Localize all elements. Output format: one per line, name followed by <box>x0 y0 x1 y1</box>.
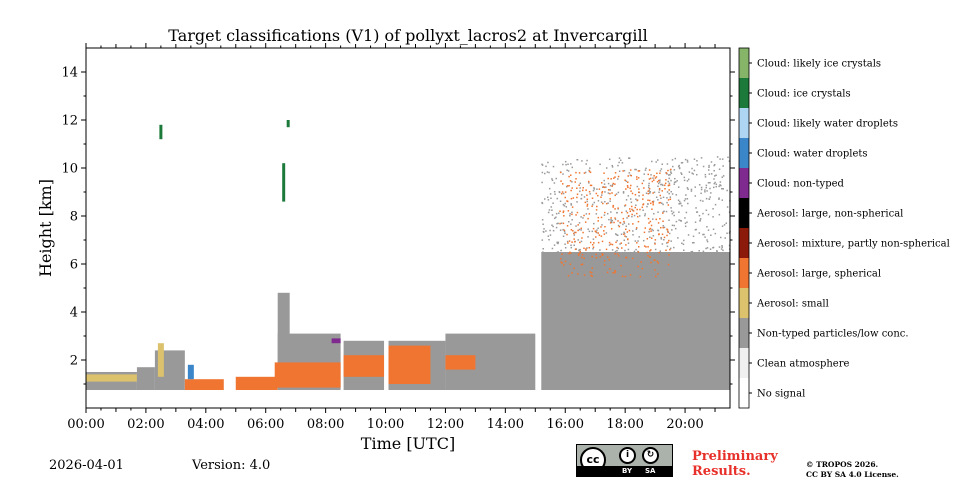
legend-swatch <box>739 228 749 258</box>
y-axis-label: Height [km] <box>36 179 55 277</box>
class-region-12 <box>343 355 385 377</box>
x-tick-label: 06:00 <box>247 417 284 432</box>
x-tick-label: 12:00 <box>427 417 464 432</box>
x-tick-label: 08:00 <box>307 417 344 432</box>
x-tick-label: 10:00 <box>367 417 404 432</box>
legend-swatch <box>739 318 749 348</box>
legend-swatch <box>739 138 749 168</box>
legend-label: Non-typed particles/low conc. <box>757 329 909 340</box>
cc-bar <box>577 466 672 476</box>
class-region-10 <box>274 362 341 388</box>
class-region-23 <box>331 338 341 344</box>
legend-label: Cloud: likely ice crystals <box>757 59 881 70</box>
by-person-icon: i <box>619 447 636 464</box>
legend-swatch <box>739 378 749 408</box>
legend-label: Cloud: non-typed <box>757 179 845 190</box>
legend-swatch <box>739 78 749 108</box>
legend-swatch <box>739 288 749 318</box>
x-axis: 00:00 02:00 04:00 06:00 08:00 10:00 12:00 14:00… <box>67 43 716 432</box>
sa-text: SA <box>645 467 656 475</box>
legend-swatch <box>739 198 749 228</box>
x-tick-label: 18:00 <box>606 417 643 432</box>
class-region-20 <box>159 124 163 140</box>
plot-frame <box>85 47 731 409</box>
legend-swatch <box>739 48 749 78</box>
y-axis: 2 4 6 8 10 12 14 <box>61 66 735 385</box>
x-tick-label: 16:00 <box>547 417 584 432</box>
class-region-4 <box>157 343 164 377</box>
class-region-2 <box>136 367 155 390</box>
legend-label: Aerosol: large, non-spherical <box>756 209 903 220</box>
x-tick-label: 04:00 <box>187 417 224 432</box>
class-region-6 <box>187 364 194 380</box>
date-label: 2026-04-01 <box>49 458 124 473</box>
version-label: Version: 4.0 <box>192 458 271 473</box>
legend-label: Cloud: water droplets <box>757 149 868 160</box>
copyright-line1: © TROPOS 2026. <box>806 460 879 469</box>
plot-area <box>86 120 731 390</box>
legend-swatch <box>739 348 749 378</box>
x-tick-label: 14:00 <box>487 417 524 432</box>
legend-label: No signal <box>757 389 805 400</box>
y-tick-label: 2 <box>70 354 78 369</box>
class-region-17 <box>541 252 730 390</box>
class-region-21 <box>282 163 286 202</box>
class-region-16 <box>445 355 476 370</box>
y-tick-label: 12 <box>61 114 78 129</box>
legend-swatch <box>739 258 749 288</box>
legend-label: Cloud: likely water droplets <box>757 119 898 130</box>
colorbar-frame <box>738 47 750 409</box>
y-tick-label: 6 <box>70 258 78 273</box>
y-tick-label: 8 <box>70 210 78 225</box>
class-region-14 <box>388 345 431 384</box>
class-region-18 <box>541 156 731 254</box>
legend-label: Clean atmosphere <box>757 359 850 370</box>
x-tick-label: 00:00 <box>67 417 104 432</box>
legend-label: Aerosol: large, spherical <box>756 269 881 280</box>
by-text: BY <box>622 467 633 475</box>
legend-label: Aerosol: small <box>756 299 829 310</box>
cc-license-badge: cc i ↻ BY SA <box>576 444 673 477</box>
x-tick-label: 20:00 <box>666 417 703 432</box>
legend-label: Aerosol: mixture, partly non-spherical <box>756 239 950 250</box>
class-region-22 <box>286 120 290 128</box>
class-region-19 <box>559 168 672 278</box>
copyright-notice: © TROPOS 2026. CC BY SA 4.0 License. <box>806 460 899 480</box>
class-region-7 <box>235 376 278 390</box>
copyright-line2: CC BY SA 4.0 License. <box>806 470 899 479</box>
sa-share-icon: ↻ <box>642 447 659 464</box>
legend-swatch <box>739 168 749 198</box>
legend-swatch <box>739 108 749 138</box>
x-axis-label: Time [UTC] <box>361 434 455 453</box>
y-tick-label: 4 <box>70 306 78 321</box>
class-region-1 <box>86 374 137 382</box>
x-tick-label: 02:00 <box>127 417 164 432</box>
legend-label: Cloud: ice crystals <box>757 89 851 100</box>
y-tick-label: 10 <box>61 162 78 177</box>
y-tick-label: 14 <box>61 66 78 81</box>
preliminary-results-label: Preliminary Results. <box>692 449 778 479</box>
chart-title: Target classifications (V1) of pollyxt_l… <box>168 26 647 45</box>
class-region-5 <box>184 379 224 390</box>
legend-colorbar: No signal Clean atmosphere Non-typed parti… <box>738 47 950 409</box>
